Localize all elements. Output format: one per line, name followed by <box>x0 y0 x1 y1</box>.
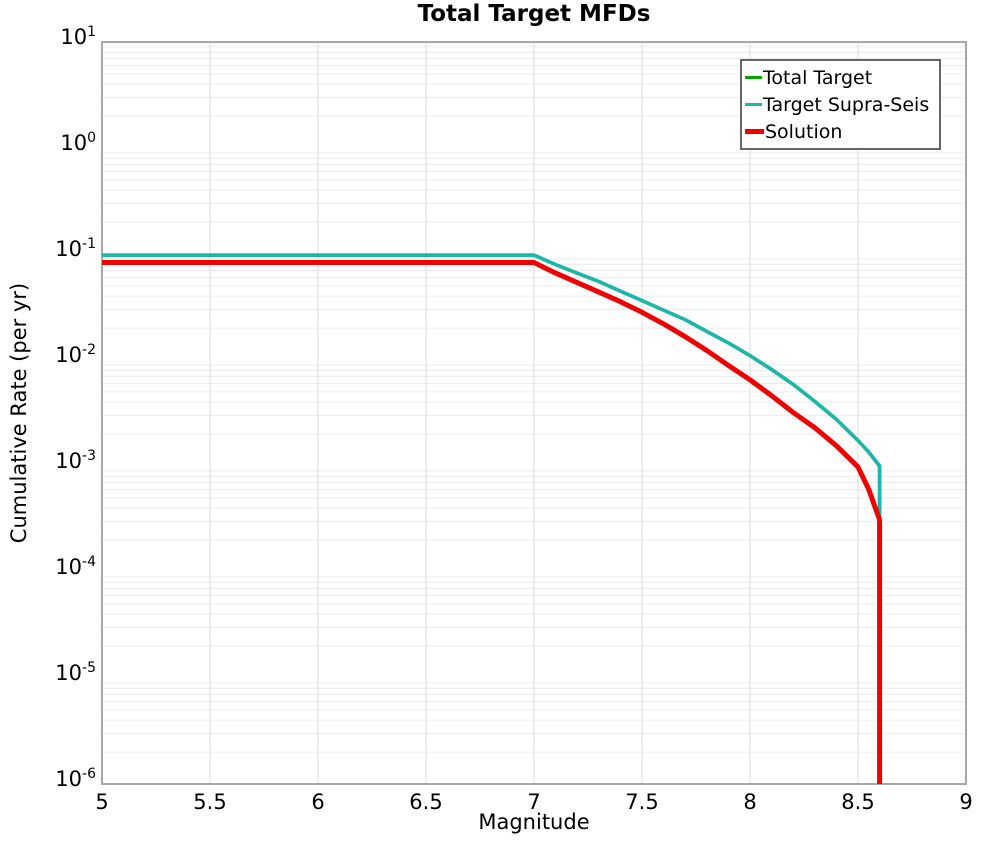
legend-swatch-icon <box>745 129 764 134</box>
x-tick-label: 6 <box>311 790 325 814</box>
legend: Total Target Target Supra-Seis Solution <box>740 59 941 150</box>
y-tick-label: 10-4 <box>55 554 96 579</box>
plot-border <box>101 41 967 785</box>
y-tick-label: 10-5 <box>55 660 96 685</box>
x-tick-label: 9 <box>959 790 973 814</box>
x-tick-label: 7 <box>527 790 541 814</box>
y-tick-label: 10-3 <box>55 448 96 473</box>
chart-title: Total Target MFDs <box>417 1 651 27</box>
y-tick-label: 10-1 <box>55 236 96 261</box>
y-tick-label: 101 <box>60 24 96 49</box>
x-tick-label: 6.5 <box>409 790 443 814</box>
x-tick-label: 5 <box>95 790 109 814</box>
x-tick-label: 8 <box>743 790 757 814</box>
legend-item-label: Target Supra-Seis <box>763 93 930 116</box>
legend-swatch-icon <box>745 102 762 107</box>
legend-item: Target Supra-Seis <box>745 91 937 118</box>
y-tick-label: 10-6 <box>55 766 96 791</box>
legend-item: Total Target <box>745 64 937 91</box>
x-tick-label: 5.5 <box>193 790 227 814</box>
y-tick-label: 10-2 <box>55 342 96 367</box>
x-axis-label: Magnitude <box>478 810 590 834</box>
x-tick-label: 7.5 <box>625 790 659 814</box>
series-line-solution <box>102 260 883 784</box>
legend-item-label: Solution <box>765 120 843 143</box>
y-axis-label: Cumulative Rate (per yr) <box>7 282 31 544</box>
legend-item-label: Total Target <box>763 66 873 89</box>
y-tick-label: 100 <box>60 130 96 155</box>
legend-item: Solution <box>745 118 937 145</box>
legend-swatch-icon <box>745 75 762 80</box>
x-tick-label: 8.5 <box>841 790 875 814</box>
series-line-target-supra-seis <box>102 253 882 519</box>
